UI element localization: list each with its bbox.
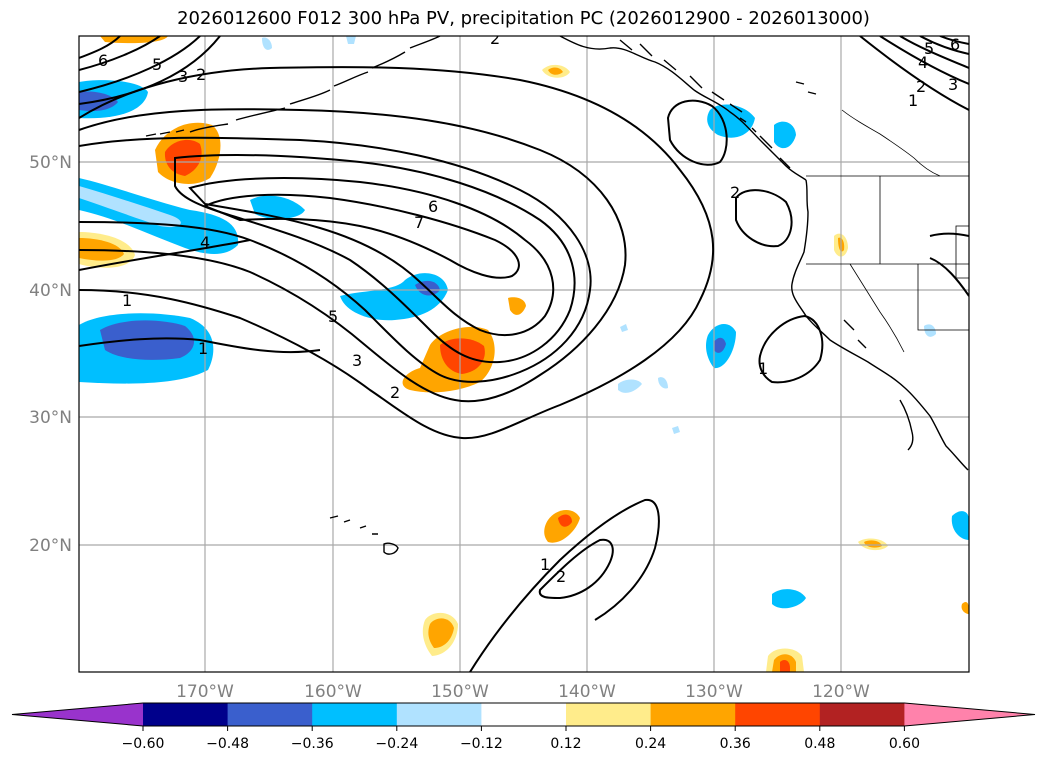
colorbar-tick-label: 0.60 (889, 736, 920, 752)
contour-label: 4 (200, 233, 210, 252)
colorbar-tick-label: 0.24 (635, 736, 666, 752)
colorbar-tick-label: −0.12 (460, 736, 503, 752)
contour-label: 2 (390, 383, 400, 402)
contour-label: 4 (918, 53, 928, 72)
colorbar-swatch (481, 703, 567, 726)
contour-label: 5 (152, 55, 162, 74)
colorbar-swatch (819, 703, 905, 726)
colorbar-tick-label: −0.36 (291, 736, 334, 752)
colorbar-tick-label: −0.60 (122, 736, 165, 752)
colorbar-swatch (566, 703, 652, 726)
lon-label: 140°W (558, 682, 616, 702)
longitude-labels: 170°W 160°W 150°W 140°W 130°W 120°W (176, 682, 870, 702)
lat-label: 40°N (29, 281, 72, 301)
contour-label: 5 (328, 307, 338, 326)
contour-label: 6 (428, 197, 438, 216)
latitude-labels: 50°N 40°N 30°N 20°N (29, 153, 72, 556)
map-title: 2026012600 F012 300 hPa PV, precipitatio… (177, 8, 870, 29)
contour-label: 1 (758, 359, 768, 378)
map-border (78, 35, 970, 673)
colorbar-swatch (396, 703, 482, 726)
contour-label: 3 (352, 351, 362, 370)
colorbar-swatch (650, 703, 736, 726)
contour-label: 6 (950, 35, 960, 54)
colorbar-swatch (735, 703, 821, 726)
contour-label: 2 (916, 77, 926, 96)
lat-label: 50°N (29, 153, 72, 173)
contour-label: 2 (556, 567, 566, 586)
lat-label: 30°N (29, 408, 72, 428)
colorbar-swatch (227, 703, 313, 726)
lon-label: 120°W (812, 682, 870, 702)
contour-label: 5 (924, 39, 934, 58)
contour-label: 2 (490, 29, 500, 48)
colorbar-extend-high (904, 703, 1035, 726)
contour-label: 1 (540, 555, 550, 574)
contour-label: 7 (414, 213, 424, 232)
colorbar: −0.60 −0.48 −0.36 −0.24 −0.12 0.12 0.24 0.36 0.4… (11, 702, 1036, 752)
coastlines (145, 36, 969, 555)
colorbar-swatch (312, 703, 398, 726)
lon-label: 160°W (304, 682, 362, 702)
contour-labels: 6 5 3 2 2 6 7 4 1 1 5 3 2 2 1 1 2 5 6 4 … (98, 29, 960, 586)
contour-label: 1 (122, 291, 132, 310)
colorbar-tick-label: −0.24 (375, 736, 418, 752)
pv-contours (79, 36, 969, 672)
colorbar-tick-label: 0.12 (550, 736, 581, 752)
colorbar-swatch (143, 703, 229, 726)
colorbar-tick-label: 0.36 (720, 736, 751, 752)
contour-label: 3 (178, 67, 188, 86)
contour-label: 6 (98, 51, 108, 70)
colorbar-tick-label: 0.48 (804, 736, 835, 752)
graticule (79, 36, 969, 672)
lon-label: 130°W (685, 682, 743, 702)
contour-label: 3 (948, 75, 958, 94)
contour-label: 2 (196, 65, 206, 84)
contour-label: 1 (908, 91, 918, 110)
colorbar-tick-label: −0.48 (206, 736, 249, 752)
colorbar-extend-low (12, 703, 143, 726)
lat-label: 20°N (29, 536, 72, 556)
lon-label: 170°W (176, 682, 234, 702)
lon-label: 150°W (431, 682, 489, 702)
contour-label: 2 (730, 183, 740, 202)
contour-label: 1 (198, 339, 208, 358)
